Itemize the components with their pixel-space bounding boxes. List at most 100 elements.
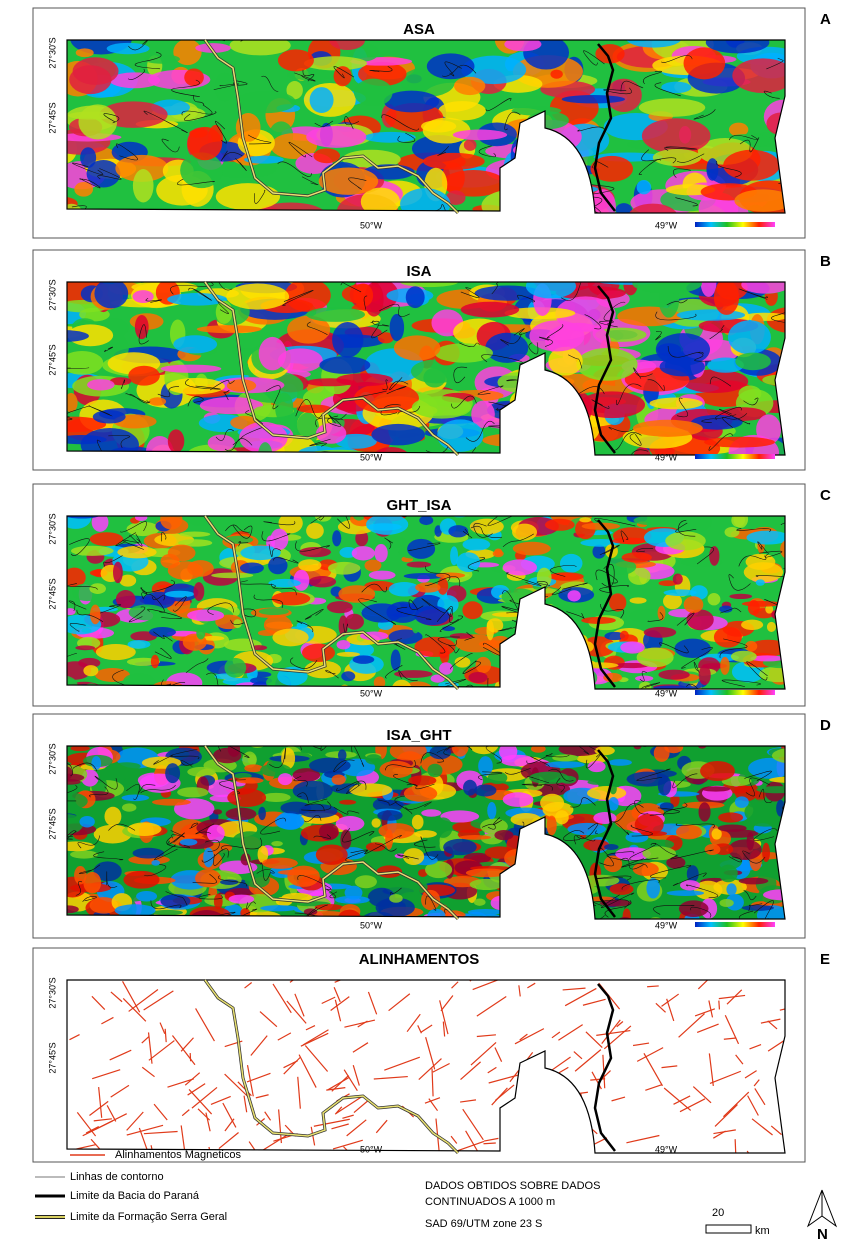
- north-arrow: [821, 1189, 838, 1228]
- anomaly: [235, 90, 296, 114]
- contour-line: [172, 596, 187, 612]
- anomaly: [83, 871, 102, 894]
- contour-line: [650, 842, 678, 856]
- anomaly: [332, 322, 364, 358]
- anomaly: [494, 829, 514, 841]
- lineament: [122, 980, 141, 1013]
- contour-line: [539, 336, 553, 347]
- contour-line: [185, 378, 221, 390]
- anomaly: [469, 746, 499, 755]
- contour-line: [99, 604, 121, 614]
- lon-label: 50°W: [360, 688, 383, 698]
- lineament: [110, 1084, 130, 1098]
- anomaly: [615, 847, 651, 861]
- north-label: N: [817, 1226, 828, 1243]
- lon-label: 49°W: [655, 1144, 678, 1154]
- anomaly: [95, 644, 136, 661]
- lineament: [558, 1024, 583, 1041]
- anomaly: [657, 605, 666, 621]
- anomaly: [635, 675, 654, 682]
- anomaly: [683, 47, 726, 80]
- contour-line: [439, 615, 463, 632]
- map: [67, 516, 785, 689]
- lineament: [754, 1088, 766, 1106]
- contour-line: [450, 652, 473, 670]
- anomaly: [352, 655, 375, 664]
- lat-label: 27°30'S: [47, 977, 57, 1008]
- lineament: [585, 1031, 603, 1048]
- lineament: [647, 985, 659, 988]
- contour-line: [473, 523, 493, 538]
- lineament: [159, 1022, 166, 1034]
- parana-boundary: [593, 285, 616, 454]
- contour-line: [408, 542, 441, 552]
- contour-line: [143, 110, 188, 134]
- lineament: [562, 987, 586, 991]
- lineament: [141, 1035, 150, 1044]
- lat-label: 27°45'S: [47, 1042, 57, 1073]
- lon-label: 50°W: [360, 220, 383, 230]
- lineament: [418, 1058, 442, 1080]
- contour-line: [647, 612, 664, 622]
- anomaly: [228, 894, 255, 904]
- contour-line: [337, 516, 351, 529]
- map-background: [67, 980, 785, 1153]
- anomaly: [769, 776, 785, 783]
- anomaly: [542, 801, 574, 818]
- contour-line: [238, 541, 249, 547]
- contour-line: [550, 564, 577, 577]
- contour-line: [246, 901, 256, 910]
- lineament: [224, 1118, 235, 1132]
- contour-line: [477, 771, 503, 781]
- lineament: [334, 999, 342, 1022]
- contour-line: [165, 891, 188, 906]
- contour-line: [526, 775, 550, 784]
- lineament: [476, 996, 507, 1017]
- contour-line: [420, 836, 439, 860]
- anomaly: [345, 613, 364, 630]
- contour-line: [223, 390, 230, 401]
- lineament: [439, 1000, 449, 1035]
- contour-line: [697, 546, 714, 565]
- lineament: [661, 993, 680, 1007]
- lineament: [141, 1066, 155, 1078]
- lon-label: 50°W: [360, 920, 383, 930]
- anomaly: [70, 746, 90, 752]
- anomaly: [663, 589, 697, 596]
- contour-line: [343, 623, 348, 633]
- anomaly: [448, 525, 469, 538]
- panel: ASA 27°30'S 27°45'S 50°W 49°W: [32, 7, 806, 239]
- lineament: [432, 1062, 450, 1073]
- lineament: [663, 1087, 692, 1111]
- anomaly: [178, 539, 213, 547]
- anomaly: [272, 628, 309, 647]
- anomaly: [405, 286, 425, 309]
- anomaly: [711, 828, 722, 840]
- contour-line: [295, 399, 322, 419]
- contour-line: [310, 516, 325, 524]
- contour-line: [606, 821, 630, 836]
- anomaly: [474, 784, 497, 797]
- anomaly: [364, 580, 396, 591]
- anomaly: [629, 597, 647, 604]
- anomaly: [361, 603, 403, 623]
- lineament: [645, 1083, 663, 1091]
- anomaly: [529, 320, 585, 352]
- lineament: [425, 1037, 436, 1070]
- contour-line: [526, 753, 553, 764]
- contour-line: [694, 351, 712, 362]
- contour-line: [675, 197, 698, 207]
- contour-line: [609, 803, 644, 823]
- lineament: [89, 1100, 109, 1116]
- contour-line: [269, 747, 286, 768]
- lineament: [718, 994, 746, 1000]
- anomaly: [741, 619, 764, 630]
- anomaly: [366, 523, 402, 531]
- anomaly: [633, 447, 651, 455]
- anomaly: [700, 760, 735, 782]
- contour-line: [126, 784, 140, 800]
- anomaly: [268, 556, 288, 575]
- anomaly: [360, 187, 400, 213]
- lineament: [488, 1074, 518, 1084]
- anomaly: [441, 169, 506, 197]
